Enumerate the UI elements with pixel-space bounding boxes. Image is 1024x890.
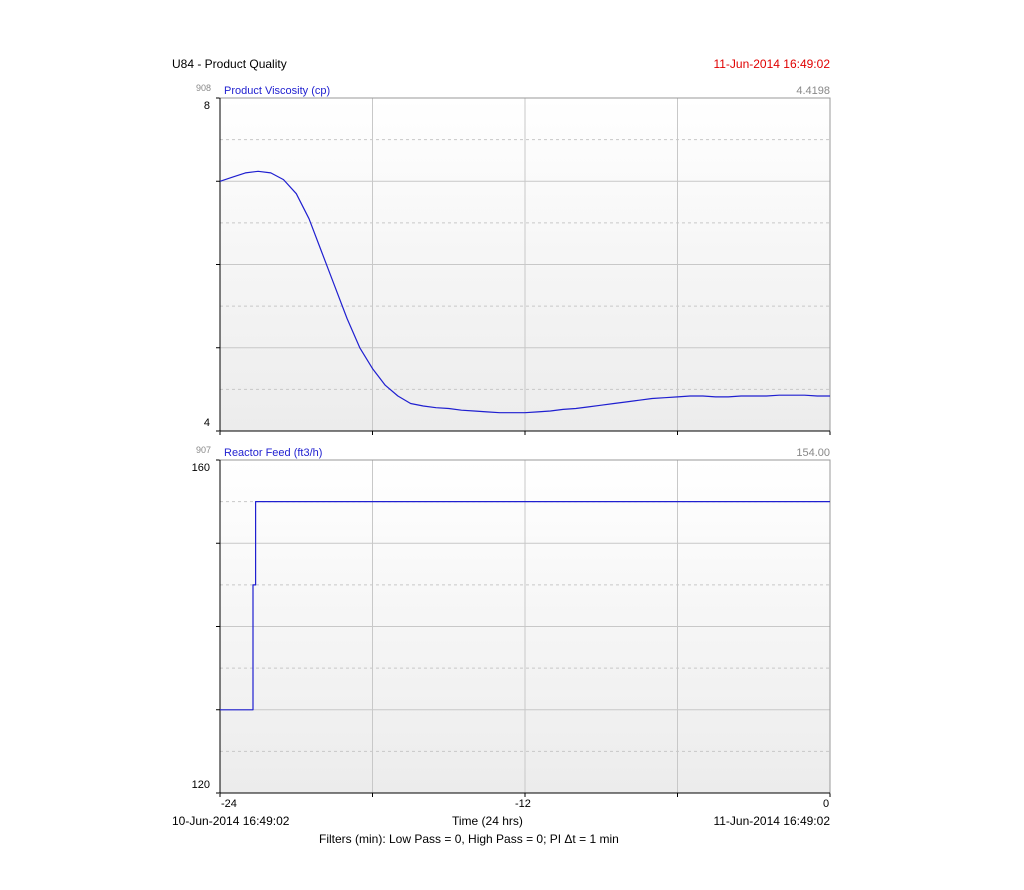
feed-ytick-min: 120 bbox=[191, 779, 210, 791]
viscosity-ytick-min: 4 bbox=[203, 417, 210, 429]
viscosity-series-line bbox=[219, 170, 830, 414]
feed-series-line bbox=[220, 501, 830, 711]
feed-tag-number: 907 bbox=[196, 445, 212, 455]
chart-title: U84 - Product Quality bbox=[172, 57, 287, 71]
feed-ytick-max: 160 bbox=[191, 462, 210, 474]
xtick-start: -24 bbox=[221, 798, 237, 810]
xtick-end: 0 bbox=[823, 798, 830, 810]
feed-current-value: 154.00 bbox=[796, 447, 830, 459]
filters-info: Filters (min): Low Pass = 0, High Pass =… bbox=[319, 832, 619, 846]
x-axis-end-datetime: 11-Jun-2014 16:49:02 bbox=[713, 814, 830, 828]
viscosity-ytick-max: 8 bbox=[203, 100, 210, 112]
x-axis-start-datetime: 10-Jun-2014 16:49:02 bbox=[172, 814, 290, 828]
viscosity-tag-number: 908 bbox=[196, 83, 212, 93]
current-timestamp: 11-Jun-2014 16:49:02 bbox=[713, 57, 830, 71]
x-axis-label: Time (24 hrs) bbox=[452, 814, 523, 828]
viscosity-series-label: Product Viscosity (cp) bbox=[224, 85, 331, 97]
xtick-middle: -12 bbox=[515, 798, 531, 810]
viscosity-current-value: 4.4198 bbox=[796, 85, 830, 97]
feed-series-label: Reactor Feed (ft3/h) bbox=[224, 447, 323, 459]
